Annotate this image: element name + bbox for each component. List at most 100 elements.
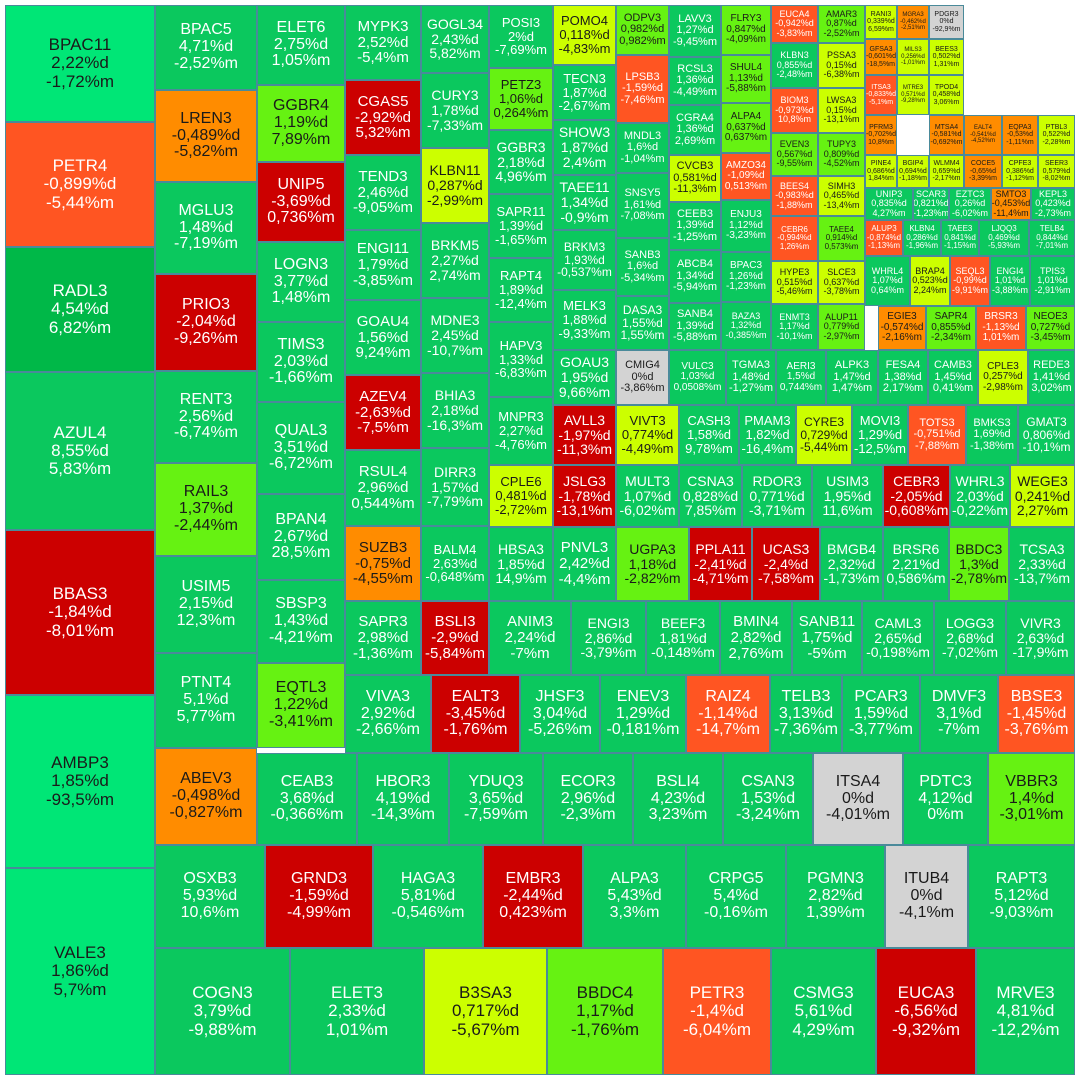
treemap-tile-ggbr3: GGBR3 2,18%d 4,96%m xyxy=(489,130,553,194)
tile-daily-change: 0,118%d xyxy=(559,27,610,43)
tile-monthly-change: -0,546%m xyxy=(391,903,465,921)
treemap-tile-haga3: HAGA3 5,81%d -0,546%m xyxy=(373,845,483,948)
tile-daily-change: 0,256%d xyxy=(901,53,925,60)
tile-daily-change: 2,56%d xyxy=(178,407,234,425)
tile-monthly-change: -6,02%m xyxy=(619,502,676,519)
tile-ticker: PCAR3 xyxy=(854,687,908,705)
tile-daily-change: 0,914%d xyxy=(825,233,858,243)
tile-daily-change: 4,12%d xyxy=(918,789,973,807)
tile-ticker: LREN3 xyxy=(180,109,232,127)
treemap-tile-seql3: SEQL3 -0,99%d -9,91%m xyxy=(950,256,990,306)
treemap-tile-goau3: GOAU3 1,95%d 9,66%m xyxy=(553,350,616,405)
treemap-tile-pssa3: PSSA3 0,15%d -6,38%m xyxy=(818,43,865,88)
tile-monthly-change: 2,17%m xyxy=(882,382,924,395)
tile-ticker: WLMM4 xyxy=(933,160,960,168)
tile-daily-change: 1,19%d xyxy=(273,114,329,132)
tile-monthly-change: 9,24%m xyxy=(355,344,411,362)
treemap-tile-fesa4: FESA4 1,38%d 2,17%m xyxy=(878,350,928,405)
tile-monthly-change: -7%m xyxy=(510,644,550,662)
tile-ticker: PFRM3 xyxy=(869,123,893,131)
treemap-tile-cebr6: CEBR6 -0,994%d 1,26%m xyxy=(771,216,818,261)
treemap-tile-hbor3: HBOR3 4,19%d -14,3%m xyxy=(357,753,449,845)
tile-daily-change: 1,18%d xyxy=(628,555,677,572)
tile-daily-change: -0,53%d xyxy=(1006,131,1034,139)
tile-daily-change: 1,32%d xyxy=(730,320,762,331)
tile-ticker: RENT3 xyxy=(179,390,233,408)
tile-ticker: PSSA3 xyxy=(826,50,856,61)
tile-monthly-change: -3,88%m xyxy=(991,284,1028,295)
tile-daily-change: -0,899%d xyxy=(43,174,117,194)
tile-ticker: ODPV3 xyxy=(623,11,662,24)
tile-monthly-change: -2,52%m xyxy=(823,27,860,38)
treemap-tile-cple6: CPLE6 0,481%d -2,72%m xyxy=(489,465,553,527)
tile-daily-change: 1,89%d xyxy=(498,282,544,298)
tile-daily-change: 1,26%d xyxy=(729,270,763,282)
tile-ticker: MULT3 xyxy=(625,472,670,489)
treemap-tile-tecn3: TECN3 1,87%d -2,67%m xyxy=(553,65,616,120)
treemap-tile-alup3: ALUP3 -0,874%d -1,13%m xyxy=(865,220,903,256)
tile-daily-change: -0,541%d xyxy=(970,131,996,138)
tile-monthly-change: 2,27%m xyxy=(1016,502,1069,519)
tile-daily-change: 2,75%d xyxy=(273,35,329,53)
treemap-tile-dmvf3: DMVF3 3,1%d -7%m xyxy=(920,675,998,753)
treemap-tile-rani3: RANI3 0,339%d 6,59%m xyxy=(865,5,897,39)
tile-monthly-change: -1,13%m xyxy=(867,241,900,251)
tile-ticker: SAPR3 xyxy=(358,613,408,631)
tile-monthly-change: -14,7%m xyxy=(695,721,761,739)
tile-ticker: BEES3 xyxy=(935,45,958,53)
treemap-tile-ggbr4: GGBR4 1,19%d 7,89%m xyxy=(257,85,345,162)
treemap-tile-sanb3: SANB3 1,6%d -5,34%m xyxy=(616,238,669,296)
treemap-tile-tpis3: TPIS3 1,01%d -2,91%m xyxy=(1030,256,1075,306)
treemap-tile-movi3: MOVI3 1,29%d -12,5%m xyxy=(852,405,908,465)
treemap-tile-balm4: BALM4 2,63%d -0,648%m xyxy=(421,526,489,601)
tile-ticker: SAPR4 xyxy=(934,311,968,323)
treemap-tile-engi4: ENGI4 1,01%d -3,88%m xyxy=(990,256,1030,306)
treemap-tile-tgma3: TGMA3 1,48%d -1,27%m xyxy=(726,350,776,405)
treemap-tile-telb4: TELB4 0,844%d -7,01%m xyxy=(1029,220,1075,256)
tile-ticker: BPAN4 xyxy=(275,510,327,528)
tile-monthly-change: -1,01%m xyxy=(900,60,925,67)
tile-monthly-change: -12,2%m xyxy=(991,1019,1060,1039)
treemap-tile-lavv3: LAVV3 1,27%d -9,45%m xyxy=(669,5,721,57)
tile-daily-change: 0,581%d xyxy=(673,171,717,184)
tile-monthly-change: -3,83%m xyxy=(776,27,813,38)
tile-ticker: CGAS5 xyxy=(357,92,409,110)
tile-ticker: PTBL3 xyxy=(1045,123,1068,131)
tile-monthly-change: -3,79%m xyxy=(580,644,637,661)
tile-monthly-change: -4,83%m xyxy=(558,40,611,56)
tile-daily-change: 2,45%d xyxy=(431,327,479,344)
treemap-tile-bgip4: BGIP4 0,694%d -1,18%m xyxy=(897,155,929,188)
tile-monthly-change: -0,366%m xyxy=(270,806,344,824)
treemap-tile-coce5: COCE5 -0,65%d -3,39%m xyxy=(964,155,1002,188)
tile-daily-change: 2,15%d xyxy=(178,595,234,613)
tile-ticker: LOGN3 xyxy=(273,255,329,273)
tile-monthly-change: -2,67%m xyxy=(558,98,611,114)
tile-monthly-change: -12,5%m xyxy=(853,440,907,456)
tile-daily-change: 1,3%d xyxy=(959,555,999,572)
tile-daily-change: 0,87%d xyxy=(826,18,857,29)
treemap-tile-eztc3: EZTC3 0,26%d -6,02%m xyxy=(949,188,991,220)
tile-ticker: PINE4 xyxy=(870,160,892,168)
tile-ticker: UNIP5 xyxy=(277,175,325,193)
tile-daily-change: 1,34%d xyxy=(676,269,714,282)
tile-daily-change: 1,34%d xyxy=(560,194,609,211)
tile-monthly-change: -0,692%m xyxy=(930,138,963,146)
tile-monthly-change: -1,72%m xyxy=(45,71,115,91)
treemap-tile-jhsf3: JHSF3 3,04%d -5,26%m xyxy=(520,675,600,753)
tile-daily-change: 5,43%d xyxy=(607,887,662,905)
tile-ticker: VIVR3 xyxy=(1020,614,1061,631)
tile-monthly-change: 7,85%m xyxy=(684,502,737,519)
tile-daily-change: 0,686%d xyxy=(867,167,895,175)
tile-daily-change: 1,41%d xyxy=(1032,370,1071,383)
tile-ticker: ALPK3 xyxy=(834,359,870,372)
tile-ticker: ANIM3 xyxy=(507,613,553,631)
treemap-tile-taee4: TAEE4 0,914%d 0,573%m xyxy=(818,216,865,261)
tile-ticker: BPAC5 xyxy=(180,21,232,39)
tile-ticker: TELB4 xyxy=(1039,224,1065,234)
tile-daily-change: -0,942%d xyxy=(775,18,814,29)
tile-daily-change: 1,36%d xyxy=(676,123,714,136)
tile-ticker: BMKS3 xyxy=(973,416,1011,429)
tile-daily-change: 1,87%d xyxy=(560,139,609,156)
tile-ticker: CAMB3 xyxy=(934,359,972,372)
tile-daily-change: 1,29%d xyxy=(857,427,903,443)
